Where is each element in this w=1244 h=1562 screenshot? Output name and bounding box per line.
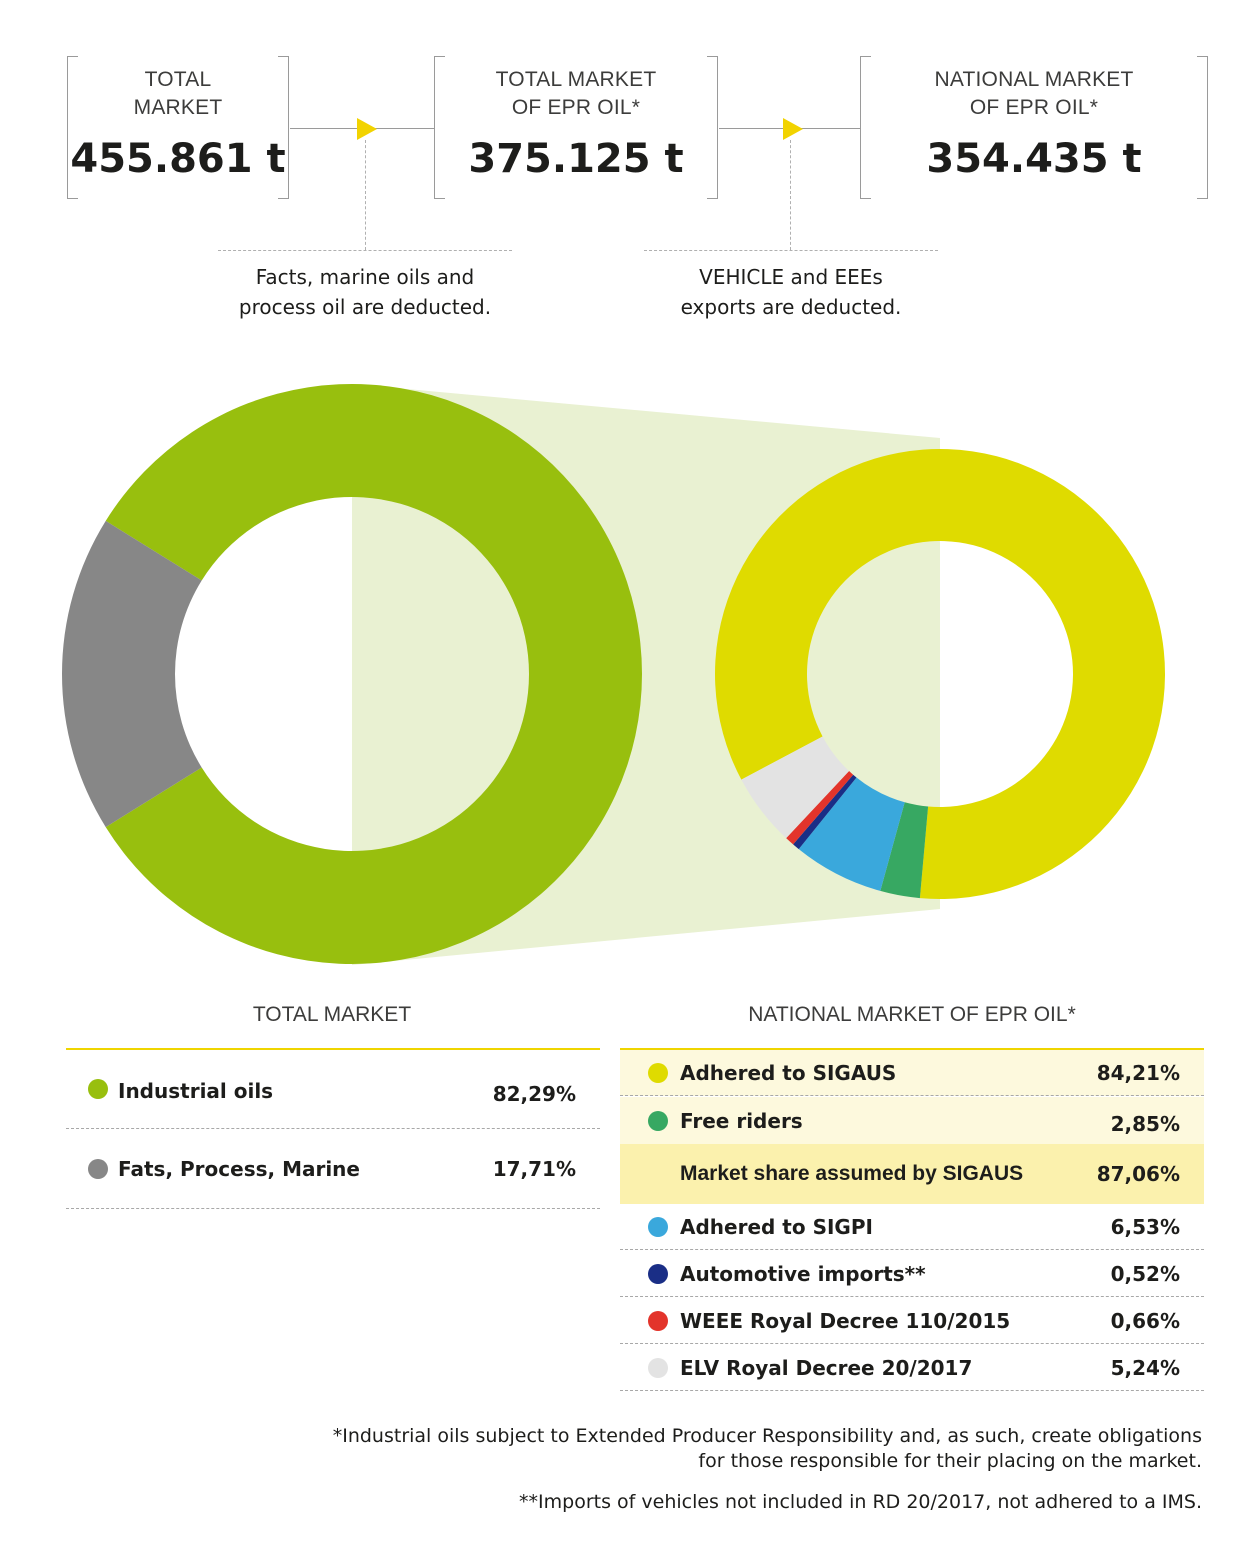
arrow-right-icon: [783, 118, 803, 140]
legend-swatch: [648, 1062, 668, 1083]
total-market-legend-rule: [66, 1048, 600, 1050]
note-leader-1: [365, 140, 366, 250]
national-market-donut: [715, 448, 1165, 900]
legend-row-automotive-imports: Automotive imports** 0,52%: [620, 1251, 1204, 1297]
legend-swatch: [648, 1263, 668, 1284]
legend-label: Market share assumed by SIGAUS: [680, 1162, 1024, 1185]
legend-value: 0,66%: [1110, 1308, 1180, 1333]
legend-row-fats-process-marine: Fats, Process, Marine 17,71%: [66, 1130, 600, 1209]
national-market-slice-3: [793, 774, 857, 850]
note-leader-2: [790, 140, 791, 250]
legend-swatch: [648, 1310, 668, 1331]
legend-value: 17,71%: [492, 1157, 576, 1181]
legend-swatch: [648, 1110, 668, 1131]
national-market-box: NATIONAL MARKET OF EPR OIL* 354.435 t: [860, 56, 1208, 199]
legend-label: WEEE Royal Decree 110/2015: [680, 1308, 1011, 1333]
legend-swatch: [88, 1159, 108, 1179]
total-market-donut: [61, 383, 642, 964]
legend-row-free-riders: Free riders 2,85%: [620, 1097, 1204, 1144]
legend-value: 84,21%: [1096, 1060, 1180, 1085]
arrow-right-icon: [357, 118, 377, 140]
total-market-box: TOTAL MARKET 455.861 t: [67, 56, 289, 199]
legend-label: Adhered to SIGPI: [680, 1214, 873, 1239]
legend-value: 87,06%: [1096, 1162, 1180, 1186]
national-market-label: NATIONAL MARKET OF EPR OIL*: [934, 68, 1134, 119]
legend-swatch: [648, 1357, 668, 1378]
note-divider-2: [644, 250, 938, 251]
deduction-note-2: VEHICLE and EEEs exports are deducted.: [680, 265, 902, 319]
legend-swatch: [88, 1079, 108, 1099]
national-market-legend-rule: [620, 1048, 1204, 1050]
national-market-legend-title: NATIONAL MARKET OF EPR OIL*: [748, 1003, 1076, 1026]
legend-label: Adhered to SIGAUS: [680, 1060, 897, 1085]
national-market-value: 354.435 t: [926, 136, 1142, 182]
legend-row-industrial-oils: Industrial oils 82,29%: [66, 1050, 600, 1129]
legend-value: 5,24%: [1110, 1355, 1180, 1380]
total-market-legend-title: TOTAL MARKET: [252, 1003, 412, 1026]
total-market-value: 455.861 t: [70, 136, 286, 182]
national-market-slice-4: [786, 771, 854, 845]
legend-value: 0,52%: [1110, 1261, 1180, 1286]
total-market-slice-0: [105, 383, 642, 964]
footnote-epr: *Industrial oils subject to Extended Pro…: [332, 1425, 1202, 1472]
national-market-slice-0: [715, 448, 1165, 900]
national-market-slice-2: [798, 777, 905, 891]
legend-row-sigaus-share: Market share assumed by SIGAUS 87,06%: [620, 1144, 1204, 1204]
legend-value: 2,85%: [1110, 1112, 1180, 1137]
legend-value: 82,29%: [492, 1081, 576, 1106]
epr-market-label: TOTAL MARKET OF EPR OIL*: [495, 68, 657, 119]
legend-swatch: [648, 1216, 668, 1237]
note-divider-1: [218, 250, 512, 251]
epr-market-box: TOTAL MARKET OF EPR OIL* 375.125 t: [434, 56, 718, 199]
legend-row-elv: ELV Royal Decree 20/2017 5,24%: [620, 1345, 1204, 1391]
legend-row-weee: WEEE Royal Decree 110/2015 0,66%: [620, 1298, 1204, 1344]
total-market-label: TOTAL MARKET: [133, 68, 223, 119]
donut-charts: [61, 383, 1165, 965]
legend-value: 6,53%: [1110, 1214, 1180, 1239]
legend-label: ELV Royal Decree 20/2017: [680, 1355, 973, 1380]
national-market-legend: Adhered to SIGAUS 84,21% Free riders 2,8…: [620, 1050, 1204, 1395]
total-market-legend: Industrial oils 82,29% Fats, Process, Ma…: [66, 1050, 600, 1210]
legend-row-adhered-sigaus: Adhered to SIGAUS 84,21%: [620, 1050, 1204, 1096]
national-market-slice-5: [741, 736, 850, 839]
legend-label: Free riders: [680, 1108, 803, 1133]
legend-row-adhered-sigpi: Adhered to SIGPI 6,53%: [620, 1204, 1204, 1250]
national-market-slice-1: [880, 802, 929, 899]
deduction-note-1: Facts, marine oils and process oil are de…: [238, 265, 492, 319]
total-market-slice-1: [61, 520, 202, 828]
legend-label: Fats, Process, Marine: [118, 1157, 360, 1181]
legend-label: Automotive imports**: [680, 1261, 926, 1286]
footnote-imports: **Imports of vehicles not included in RD…: [519, 1491, 1202, 1513]
epr-market-value: 375.125 t: [468, 136, 684, 182]
legend-label: Industrial oils: [118, 1078, 274, 1103]
